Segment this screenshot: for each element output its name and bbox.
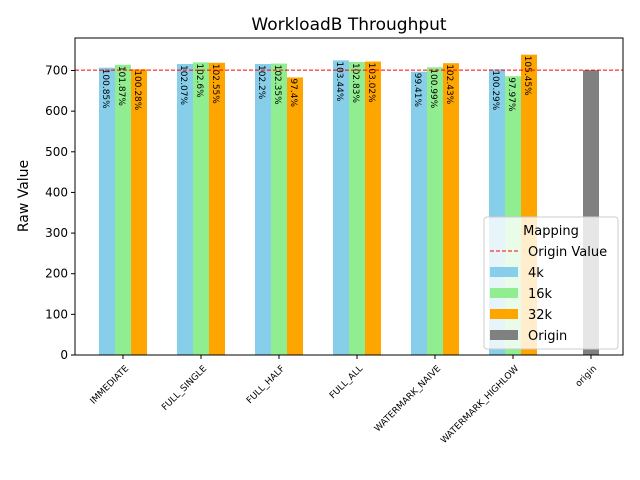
y-tick-label: 700 xyxy=(45,64,68,78)
x-tick-label: WATERMARK_HIGHLOW xyxy=(439,364,521,446)
y-tick-label: 300 xyxy=(45,226,68,240)
y-tick-label: 400 xyxy=(45,185,68,199)
bar-32k-full-single xyxy=(209,62,225,356)
legend-label: 32k xyxy=(528,308,553,323)
legend: Mapping Origin Value 4k 16k 32k Origin xyxy=(483,216,619,350)
bar-16k-full-all xyxy=(349,61,365,355)
x-axis: IMMEDIATE FULL_SINGLE FULL_HALF FULL_ALL WAT… xyxy=(89,355,599,446)
legend-label: Origin xyxy=(528,329,567,344)
bar-32k-watermark-naive xyxy=(443,63,459,355)
x-tick-label: IMMEDIATE xyxy=(89,364,132,407)
legend-swatch-4k xyxy=(490,267,518,277)
data-label: 102.07% xyxy=(178,65,188,105)
bar-4k-immediate xyxy=(99,67,115,356)
data-label: 102.83% xyxy=(350,63,360,103)
data-label: 102.35% xyxy=(272,65,282,105)
y-tick-label: 0 xyxy=(60,348,68,362)
data-label: 103.02% xyxy=(366,63,376,103)
legend-swatch-origin xyxy=(490,330,518,340)
data-label: 102.55% xyxy=(210,64,220,104)
data-label: 100.99% xyxy=(428,68,438,108)
data-label: 102.2% xyxy=(256,65,266,100)
y-tick-label: 100 xyxy=(45,307,68,321)
y-axis-label: Raw Value xyxy=(16,160,32,232)
data-label: 99.41% xyxy=(412,73,422,108)
x-tick-label: origin xyxy=(574,364,599,389)
data-label: 97.4% xyxy=(288,78,298,107)
bar-16k-full-single xyxy=(193,62,209,356)
y-tick-label: 500 xyxy=(45,145,68,159)
data-label: 101.87% xyxy=(116,66,126,106)
data-label: 103.44% xyxy=(334,61,344,101)
data-labels-group: 100.85% 102.07% 102.2% 103.44% 99.41% 100.29%… xyxy=(100,56,532,112)
data-label: 102.43% xyxy=(444,64,454,104)
plot-frame xyxy=(74,37,624,356)
bar-32k-full-all xyxy=(365,61,381,355)
x-tick-label: FULL_SINGLE xyxy=(160,364,209,413)
bar-4k-full-all xyxy=(333,60,349,355)
y-tick-label: 600 xyxy=(45,104,68,118)
legend-swatch-16k xyxy=(490,288,518,298)
data-label: 97.97% xyxy=(506,77,516,112)
bar-4k-full-half xyxy=(255,64,271,355)
legend-swatch-32k xyxy=(490,309,518,319)
data-label: 100.29% xyxy=(490,70,500,110)
bar-32k-full-half xyxy=(287,77,303,356)
bar-16k-immediate xyxy=(115,64,131,356)
bar-4k-full-single xyxy=(177,64,193,355)
bar-4k-watermark-naive xyxy=(411,71,427,355)
legend-label: Origin Value xyxy=(528,245,607,260)
bar-16k-full-half xyxy=(271,63,287,355)
x-tick-label: WATERMARK_NAIVE xyxy=(373,364,443,434)
y-tick-label: 200 xyxy=(45,267,68,281)
legend-label: 4k xyxy=(528,266,544,281)
y-axis: 0 100 200 300 400 500 600 700 xyxy=(45,64,75,362)
bar-32k-immediate xyxy=(131,69,147,356)
legend-label: 16k xyxy=(528,287,553,302)
legend-title: Mapping xyxy=(523,224,579,239)
chart-title: WorkloadB Throughput xyxy=(251,15,447,35)
data-label: 100.85% xyxy=(100,69,110,109)
x-tick-label: FULL_HALF xyxy=(245,364,287,406)
bar-16k-watermark-naive xyxy=(427,67,443,355)
data-label: 100.28% xyxy=(132,70,142,110)
x-tick-label: FULL_ALL xyxy=(328,364,365,401)
data-label: 102.6% xyxy=(194,63,204,98)
data-label: 105.45% xyxy=(522,56,532,96)
bars-group xyxy=(99,54,599,356)
